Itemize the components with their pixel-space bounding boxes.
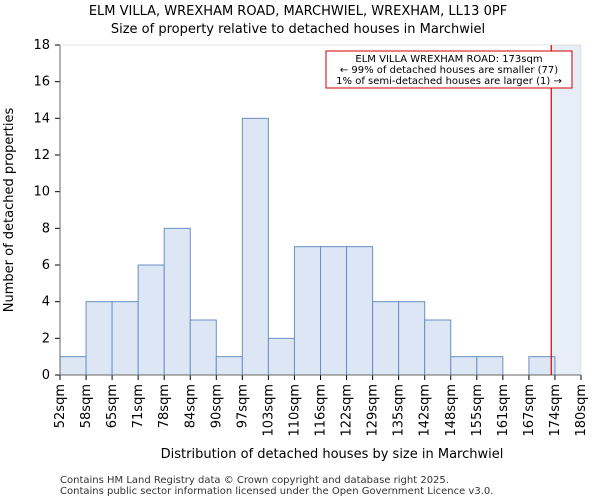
bar-135sqm	[398, 301, 426, 376]
y-tick-label-18: 18	[33, 38, 50, 53]
bar-122sqm	[346, 246, 374, 376]
bar-148sqm	[450, 356, 478, 376]
x-tick-label-142sqm: 142sqm	[418, 384, 433, 437]
bar-116sqm	[320, 246, 348, 376]
y-tick-label-0: 0	[42, 368, 50, 383]
footer-line-2: Contains public sector information licen…	[60, 486, 493, 497]
x-tick-label-65sqm: 65sqm	[105, 384, 120, 428]
bar-71sqm	[137, 264, 165, 376]
x-axis-label: Distribution of detached houses by size …	[161, 447, 504, 462]
x-tick-label-52sqm: 52sqm	[53, 384, 68, 428]
bar-90sqm	[215, 356, 243, 376]
x-tick-label-90sqm: 90sqm	[209, 384, 224, 428]
footer-line-1: Contains HM Land Registry data © Crown c…	[60, 475, 449, 486]
annotation-line-2: ← 99% of detached houses are smaller (77…	[340, 65, 558, 76]
x-tick-label-58sqm: 58sqm	[79, 384, 94, 428]
y-tick-label-4: 4	[42, 295, 50, 310]
plot-frame	[59, 44, 582, 376]
bar-84sqm	[189, 319, 217, 376]
bar-78sqm	[163, 227, 191, 376]
bar-129sqm	[372, 301, 400, 376]
x-tick-label-110sqm: 110sqm	[287, 384, 302, 437]
x-ticks-layer: 52sqm 58sqm 65sqm 71sqm 78sqm 84sqm 90sqm 97sqm…	[53, 375, 589, 437]
bar-103sqm	[267, 337, 295, 376]
x-tick-label-174sqm: 174sqm	[548, 384, 563, 437]
annotation-border	[325, 50, 573, 89]
y-tick-label-16: 16	[33, 75, 50, 90]
x-tick-label-135sqm: 135sqm	[392, 384, 407, 437]
x-tick-label-161sqm: 161sqm	[496, 384, 511, 437]
x-tick-label-71sqm: 71sqm	[131, 384, 146, 428]
x-tick-label-103sqm: 103sqm	[261, 384, 276, 437]
y-tick-label-10: 10	[33, 185, 50, 200]
property-size-highlight	[551, 45, 581, 375]
x-tick-label-167sqm: 167sqm	[522, 384, 537, 437]
y-ticks-layer: 0 2 4 6 8 10 12 14 16 18	[33, 38, 60, 383]
chart-subtitle: Size of property relative to detached ho…	[111, 22, 485, 37]
x-tick-label-148sqm: 148sqm	[444, 384, 459, 437]
x-tick-label-97sqm: 97sqm	[235, 384, 250, 428]
bar-58sqm	[85, 301, 113, 376]
y-tick-label-14: 14	[33, 111, 50, 126]
chart-title: ELM VILLA, WREXHAM ROAD, MARCHWIEL, WREX…	[89, 4, 507, 19]
bar-97sqm	[241, 117, 269, 376]
y-tick-label-8: 8	[42, 221, 50, 236]
bar-110sqm	[293, 246, 322, 376]
x-tick-label-122sqm: 122sqm	[340, 384, 355, 437]
y-tick-label-6: 6	[42, 258, 50, 273]
y-axis-label: Number of detached properties	[2, 108, 17, 313]
x-tick-label-155sqm: 155sqm	[470, 384, 485, 437]
bar-142sqm	[424, 319, 452, 376]
annotation-line-1: ELM VILLA WREXHAM ROAD: 173sqm	[355, 54, 542, 65]
x-tick-label-180sqm: 180sqm	[574, 384, 589, 437]
bar-52sqm	[59, 356, 87, 376]
annotation-line-3: 1% of semi-detached houses are larger (1…	[336, 76, 562, 87]
y-tick-label-2: 2	[42, 331, 50, 346]
x-tick-label-116sqm: 116sqm	[314, 384, 329, 437]
x-tick-label-78sqm: 78sqm	[157, 384, 172, 428]
annotation-box: ELM VILLA WREXHAM ROAD: 173sqm ← 99% of …	[325, 50, 573, 89]
bar-155sqm	[476, 356, 504, 376]
bar-65sqm	[111, 301, 139, 376]
x-tick-label-129sqm: 129sqm	[366, 384, 381, 437]
y-tick-label-12: 12	[33, 148, 50, 163]
bars-layer	[59, 117, 556, 376]
x-tick-label-84sqm: 84sqm	[183, 384, 198, 428]
